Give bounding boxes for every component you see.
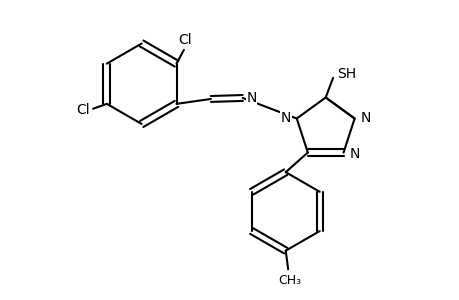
Text: N: N — [359, 110, 370, 124]
Text: N: N — [348, 146, 359, 161]
Text: Cl: Cl — [178, 33, 192, 47]
Text: CH₃: CH₃ — [278, 274, 301, 286]
Text: Cl: Cl — [76, 103, 90, 117]
Text: N: N — [280, 110, 291, 124]
Text: SH: SH — [336, 67, 356, 81]
Text: N: N — [246, 91, 256, 105]
